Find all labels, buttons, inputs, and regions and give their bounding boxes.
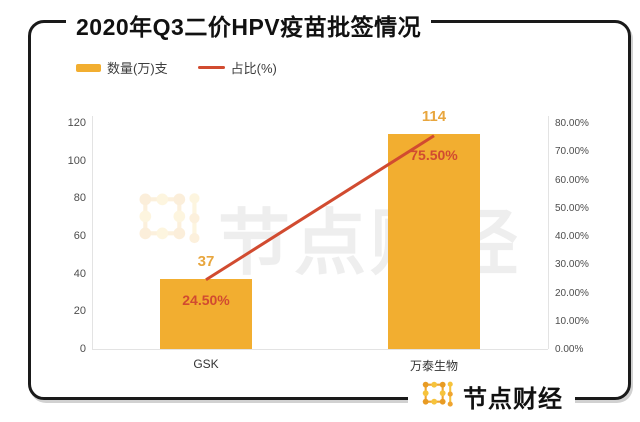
bar-value-label: 37: [197, 253, 215, 271]
legend-item-quantity: 数量(万)支: [76, 58, 168, 77]
pct-label: 75.50%: [410, 147, 458, 164]
line-swatch-icon: [197, 66, 225, 69]
y-axis-tick-left: 100: [67, 154, 86, 167]
legend-item-ratio: 占比(%): [197, 58, 277, 77]
y-axis-tick-right: 50.00%: [555, 202, 589, 214]
y-axis-tick-left: 120: [67, 117, 86, 129]
legend-label-ratio: 占比(%): [230, 61, 277, 76]
x-axis-label-万泰生物: 万泰生物: [409, 359, 458, 373]
brand-name: 节点财经: [463, 385, 563, 413]
x-axis-line: [92, 349, 548, 350]
y-axis-tick-right: 80.00%: [555, 118, 589, 129]
x-axis-label-GSK: GSK: [193, 357, 219, 371]
y-axis-tick-left: 20: [73, 305, 86, 318]
y-axis-tick-right: 40.00%: [555, 231, 589, 242]
page-title: 2020年Q3二价HPV疫苗批签情况: [66, 8, 432, 42]
y-axis-tick-left: 60: [73, 230, 86, 242]
chart-legend: 数量(万)支 占比(%): [76, 58, 277, 77]
y-axis-tick-right: 70.00%: [555, 146, 589, 158]
brand-footer: 节点财经: [408, 375, 575, 417]
y-axis-tick-right: 20.00%: [555, 287, 589, 299]
legend-label-quantity: 数量(万)支: [107, 61, 168, 76]
watermark-node-logo-icon: [139, 193, 200, 244]
y-axis-tick-left: 40: [73, 267, 86, 280]
pct-label: 24.50%: [182, 292, 230, 309]
y-axis-line-left: [92, 116, 93, 349]
y-axis-tick-right: 60.00%: [555, 174, 589, 186]
y-axis-tick-right: 0.00%: [555, 344, 584, 355]
bar-value-label: 114: [421, 108, 447, 126]
bar-万泰生物: [388, 134, 480, 349]
y-axis-tick-right: 30.00%: [555, 259, 589, 271]
brand-node-logo-icon: [422, 381, 453, 407]
y-axis-tick-left: 80: [73, 192, 86, 205]
bar-GSK: [160, 279, 252, 349]
y-axis-tick-right: 10.00%: [555, 315, 589, 327]
y-axis-tick-left: 0: [79, 343, 86, 355]
bar-swatch-icon: [76, 63, 101, 72]
y-axis-line-right: [548, 116, 549, 349]
